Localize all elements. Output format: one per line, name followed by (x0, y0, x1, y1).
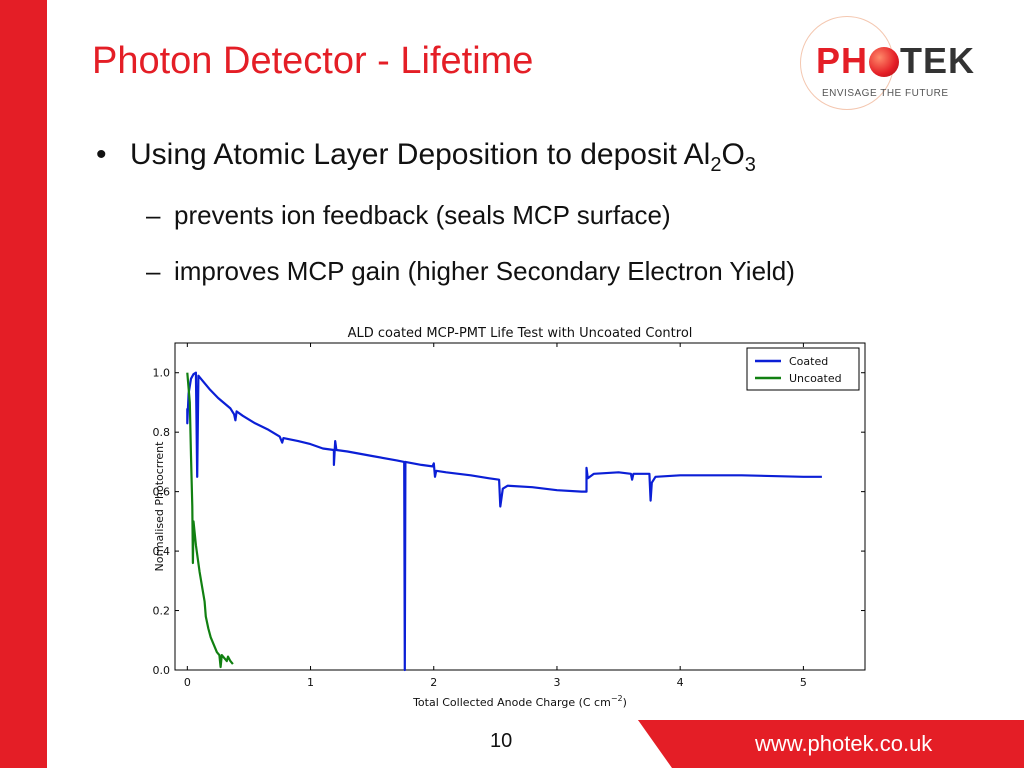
logo-brand-right: TEK (900, 40, 976, 81)
bullet-marker: • (96, 138, 107, 171)
x-tick-label: 1 (307, 676, 314, 689)
subbullet-1-text: prevents ion feedback (seals MCP surface… (174, 200, 671, 230)
subbullet-2-text: improves MCP gain (higher Secondary Elec… (174, 256, 795, 286)
page-number: 10 (490, 730, 513, 752)
dash-marker: – (146, 256, 161, 286)
x-tick-label: 5 (800, 676, 807, 689)
subscript-2: 2 (710, 154, 722, 176)
subscript-3: 3 (744, 154, 756, 176)
y-tick-label: 1.0 (153, 367, 171, 380)
left-accent-bar (0, 0, 47, 768)
slide-title: Photon Detector - Lifetime (92, 40, 534, 82)
y-tick-label: 0.8 (153, 426, 171, 439)
x-tick-label: 3 (553, 676, 560, 689)
x-tick-label: 4 (677, 676, 684, 689)
legend-label-coated: Coated (789, 355, 828, 368)
series-line-coated (186, 371, 822, 672)
bullet-main-lead: Using Atomic Layer Deposition to deposit… (130, 138, 711, 171)
logo-tagline: ENVISAGE THE FUTURE (822, 88, 949, 99)
y-tick-label: 0.6 (153, 486, 171, 499)
logo-brand-left: PH (816, 40, 869, 81)
footer-band (0, 720, 1024, 768)
footer-url[interactable]: www.photek.co.uk (755, 731, 933, 756)
x-tick-label: 0 (184, 676, 191, 689)
y-tick-label: 0.0 (153, 664, 171, 677)
x-tick-label: 2 (430, 676, 437, 689)
x-axis-label-exponent: −2 (611, 694, 623, 703)
bullet-main-text: Using Atomic Layer Deposition to deposit… (130, 138, 756, 177)
legend-box (746, 347, 860, 391)
x-axis-label-end: ) (623, 696, 627, 709)
photek-logo: PH TEK ENVISAGE THE FUTURE (800, 16, 1000, 110)
logo-ball-icon (869, 47, 900, 77)
x-axis-label: Total Collected Anode Charge (C cm−2) (412, 694, 627, 709)
chart-title: ALD coated MCP-PMT Life Test with Uncoat… (348, 326, 693, 341)
y-tick-label: 0.4 (153, 545, 171, 558)
bullet-main-mid: O (721, 138, 745, 171)
logo-wordmark: PH TEK (816, 40, 975, 82)
legend-label-uncoated: Uncoated (789, 372, 842, 385)
series-line-uncoated (186, 372, 234, 669)
plot-frame (174, 342, 866, 671)
y-tick-label: 0.2 (153, 605, 171, 618)
y-axis-label: Normalised Photocrrent (153, 441, 166, 572)
x-axis-label-main: Total Collected Anode Charge (C cm (412, 696, 611, 709)
life-test-chart: ALD coated MCP-PMT Life Test with Uncoat… (153, 326, 866, 709)
dash-marker: – (146, 200, 161, 230)
